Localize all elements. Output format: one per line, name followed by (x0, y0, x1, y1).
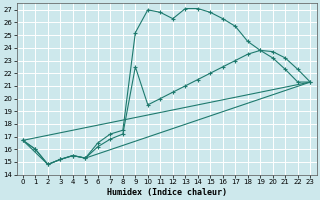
X-axis label: Humidex (Indice chaleur): Humidex (Indice chaleur) (107, 188, 227, 197)
